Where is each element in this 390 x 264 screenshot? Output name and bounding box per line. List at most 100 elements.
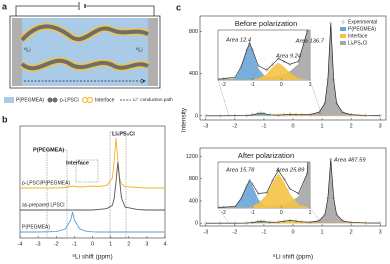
data-point	[323, 101, 327, 106]
annotation: Area 25.89	[275, 168, 305, 174]
x-tick-label: 4	[163, 241, 166, 247]
annotation: Area 487.59	[333, 158, 366, 164]
legend-swatch	[340, 41, 346, 45]
x-tick-label: -2	[232, 123, 237, 129]
data-point	[239, 65, 243, 70]
zoom-guide	[217, 79, 230, 116]
electrode-label: ⁶Li	[136, 46, 143, 53]
inset-x-tick-label: 0	[280, 82, 283, 88]
y-tick-label: 800	[189, 29, 198, 35]
fit-line	[218, 162, 309, 208]
annotation: Area 136.7	[295, 39, 325, 45]
traces	[20, 137, 165, 233]
series-label: as-prepared LPSCl	[22, 202, 65, 208]
x-tick-label: -4	[18, 241, 23, 247]
arrow-head	[140, 78, 146, 84]
legend-label: Li⁺ conduction path	[133, 97, 173, 102]
x-tick-label: -3	[203, 229, 208, 235]
x-tick-label: 0	[291, 123, 294, 129]
panel-label: c	[176, 2, 181, 12]
y-tick-label: 1200	[186, 154, 198, 160]
x-tick-label: 2	[127, 241, 130, 247]
fit-line	[205, 159, 381, 224]
schematic: a ⁶Li ⁶Li P(PEGMEA) p-LPSCl Interface Li…	[2, 1, 173, 103]
y-tick-label: 400	[189, 71, 198, 77]
panel-title: After polarization	[238, 151, 294, 160]
component-area	[205, 114, 381, 116]
inset-x-tick-label: -1	[250, 82, 255, 88]
data-point	[282, 112, 286, 117]
electrode-label: ⁶Li	[24, 46, 31, 53]
panel-title: Before polarization	[235, 19, 298, 28]
legend-swatch	[81, 96, 89, 104]
x-tick-label: -3	[36, 241, 41, 247]
data-point	[204, 221, 208, 226]
x-tick-label: -1	[261, 123, 266, 129]
x-tick-label: 2	[350, 123, 353, 129]
x-tick-label: -2	[54, 241, 59, 247]
annotation: Area 12.4	[225, 38, 251, 44]
data-point	[222, 205, 226, 208]
data-point	[256, 191, 260, 196]
data-point	[268, 220, 272, 225]
data-point	[308, 220, 312, 225]
data-point	[233, 75, 237, 80]
data-point	[305, 171, 309, 176]
legend-label: p-LPSCl	[60, 97, 79, 103]
data-point	[233, 204, 237, 208]
data-point	[271, 62, 275, 67]
panel-label: a	[2, 1, 8, 11]
zoom-guide	[217, 207, 230, 224]
data-point	[222, 76, 226, 80]
legend-label: Experimental	[348, 19, 377, 25]
inset-x-tick-label: 1	[309, 82, 312, 88]
wire	[86, 5, 155, 16]
data-point	[326, 196, 330, 201]
x-tick-label: 2	[350, 229, 353, 235]
data-point	[288, 112, 292, 117]
legend-label: Li₆PS₅Cl	[348, 40, 367, 46]
data-point	[282, 59, 286, 64]
data-point	[317, 218, 321, 223]
data-point	[245, 48, 249, 52]
data-point	[239, 196, 243, 201]
data-point	[326, 77, 330, 82]
y-axis-label: Intensity	[181, 107, 188, 132]
x-axis-label: ⁶Li shift (ppm)	[72, 254, 112, 261]
data-point	[378, 221, 382, 225]
data-point	[276, 113, 281, 117]
electrode	[148, 18, 158, 86]
component-area	[218, 62, 310, 80]
y-tick-label: 0	[195, 113, 198, 119]
data-point	[276, 168, 280, 173]
data-point	[349, 220, 353, 225]
legend-label: P(PEGMEA)	[16, 97, 44, 103]
data-point	[323, 212, 327, 217]
data-point	[259, 111, 263, 115]
data-point	[364, 221, 368, 225]
x-tick-label: 1	[321, 229, 324, 235]
data-point	[300, 219, 304, 224]
legend-swatch	[340, 34, 346, 38]
data-point	[340, 110, 344, 115]
component-area	[218, 173, 310, 208]
fit-line	[218, 30, 308, 80]
fit-line	[205, 23, 381, 117]
data-point	[276, 56, 280, 61]
spectrum-line	[20, 137, 165, 189]
wire	[15, 5, 78, 16]
legend-label: Interface	[95, 97, 115, 103]
annotation: Area 15.78	[225, 168, 255, 174]
x-tick-label: -3	[203, 123, 208, 129]
spectrum-line	[20, 211, 165, 233]
data-point	[265, 68, 269, 72]
highlight-box	[75, 159, 99, 183]
data-point	[349, 112, 353, 117]
data-point	[364, 113, 368, 118]
data-point	[233, 113, 237, 118]
x-axis-label: ⁶Li shift (ppm)	[273, 254, 313, 261]
inset-x-tick-label: -2	[222, 82, 227, 88]
data-point	[250, 48, 255, 52]
inset-x-tick-label: 1	[309, 210, 312, 216]
